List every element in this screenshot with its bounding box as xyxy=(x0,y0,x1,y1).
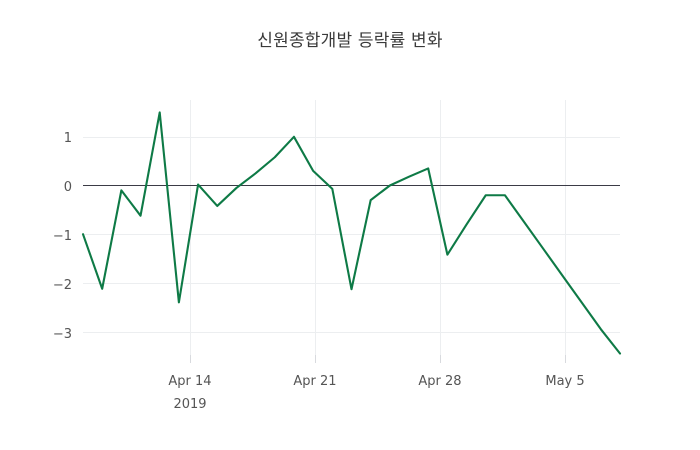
xtick-label-apr14: Apr 14 xyxy=(168,374,211,389)
ytick-label-1: 1 xyxy=(64,131,72,146)
ytick-label-minus3: −3 xyxy=(53,327,72,342)
xtick-label-apr21: Apr 21 xyxy=(293,374,336,389)
xtick-label-may5: May 5 xyxy=(545,374,584,389)
chart-title: 신원종합개발 등락률 변화 xyxy=(257,31,443,51)
vertical-gridlines xyxy=(190,100,566,355)
ytick-label-0: 0 xyxy=(64,180,72,195)
ytick-label-minus2: −2 xyxy=(53,278,72,293)
x-axis-labels: Apr 14 2019 Apr 21 Apr 28 May 5 xyxy=(168,374,584,412)
xtick-label-apr28: Apr 28 xyxy=(418,374,461,389)
y-axis-labels: 1 0 −1 −2 −3 xyxy=(53,131,72,342)
xtick-sublabel-year: 2019 xyxy=(173,397,206,412)
horizontal-gridlines xyxy=(83,137,620,333)
ytick-label-minus1: −1 xyxy=(53,229,72,244)
x-tick-marks xyxy=(190,355,566,363)
data-series-line xyxy=(81,111,622,355)
